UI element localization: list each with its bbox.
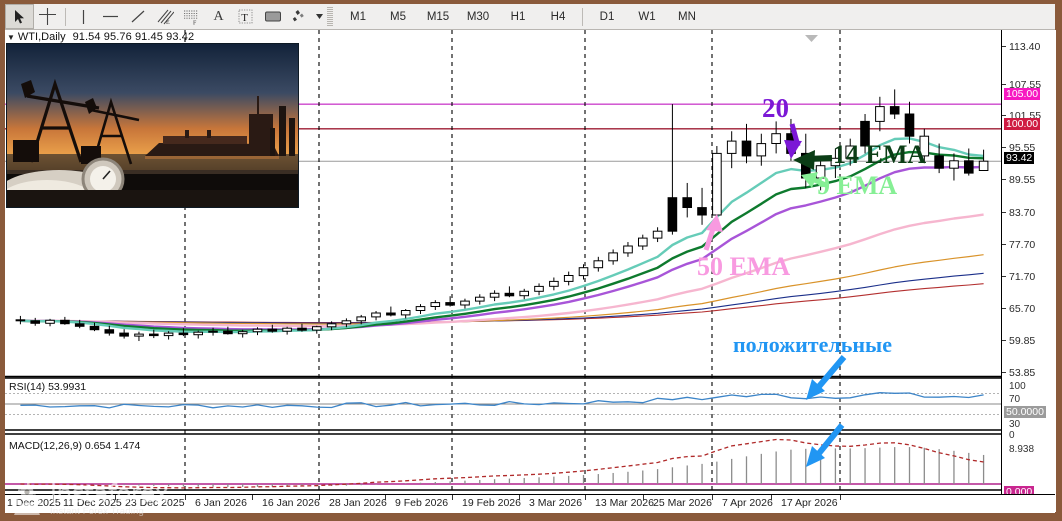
timeframe-d1[interactable]: D1 [599, 10, 615, 23]
time-label: 19 Feb 2026 [462, 497, 521, 509]
rsi-tick-30: 30 [1009, 419, 1021, 430]
annotation-9-ema: 9 EMA [817, 171, 898, 200]
price-tick: 53.85 [1002, 367, 1056, 379]
toolbar-grip[interactable] [327, 6, 333, 27]
time-label: 23 Dec 2025 [125, 497, 185, 509]
price-tick: 65.70 [1002, 303, 1056, 315]
price-tick: 71.70 [1002, 271, 1056, 283]
macd-label: MACD(12,26,9) 0.654 1.474 [9, 440, 141, 452]
rectangle-tool-icon[interactable] [259, 5, 286, 28]
window-frame-left [0, 0, 5, 521]
timeframe-h4[interactable]: H4 [550, 10, 566, 23]
cursor-tool-icon[interactable] [5, 4, 34, 29]
time-label: 11 Dec 2025 [63, 497, 122, 509]
price-tick: 77.70 [1002, 239, 1056, 251]
current-price-label: 93.42 [1004, 152, 1035, 164]
time-label: 28 Jan 2026 [329, 497, 387, 509]
trendline-tool-icon[interactable] [124, 5, 151, 28]
instaforex-mark-icon [12, 483, 42, 515]
toolbar-divider-1 [65, 7, 66, 26]
instaforex-logo: instaforex Instant Forex Trading [8, 481, 196, 517]
timeframe-h1[interactable]: H1 [510, 10, 526, 23]
time-label: 3 Mar 2026 [529, 497, 583, 509]
annotation-14-ema: 14 EMA [833, 140, 927, 169]
time-axis[interactable]: 1 Dec 2025 11 Dec 2025 23 Dec 2025 6 Jan… [5, 494, 1055, 513]
fibonacci-tool-icon[interactable]: F [178, 5, 205, 28]
shapes-dropdown-icon[interactable] [313, 5, 325, 28]
toolbar: E F A T [5, 4, 1055, 30]
logo-tagline: Instant Forex Trading [50, 505, 144, 517]
rsi-current-label: 50.0000 [1004, 406, 1046, 418]
svg-text:E: E [166, 20, 170, 25]
chart-collapse-icon[interactable]: ▼ [7, 32, 15, 42]
timeframe-m5[interactable]: M5 [390, 10, 406, 23]
time-label: 17 Apr 2026 [781, 497, 838, 509]
price-tick: 59.85 [1002, 335, 1056, 347]
rsi-tick-0: 0 [1009, 430, 1015, 441]
shapes-tool-icon[interactable] [286, 5, 313, 28]
timeframe-w1[interactable]: W1 [638, 10, 656, 23]
svg-text:T: T [241, 12, 248, 24]
ohlc-values: 91.54 95.76 91.45 93.42 [72, 31, 195, 43]
svg-text:F: F [193, 20, 197, 25]
window-frame-top [0, 0, 1062, 4]
symbol-label: WTI,Daily [17, 31, 66, 43]
horizontal-line-tool-icon[interactable] [97, 5, 124, 28]
oil-industry-photo [6, 43, 299, 208]
time-label: 7 Apr 2026 [722, 497, 773, 509]
annotation-20: 20 [762, 93, 789, 123]
macd-tick-top: 8.938 [1009, 444, 1035, 455]
rsi-tick-70: 70 [1009, 394, 1021, 405]
rsi-tick-100: 100 [1009, 381, 1026, 392]
price-tick: 89.55 [1002, 174, 1056, 186]
text-tool-icon[interactable]: A [213, 8, 224, 24]
chart-shift-marker-icon[interactable] [805, 29, 818, 47]
vertical-line-tool-icon[interactable] [70, 5, 97, 28]
time-label: 9 Feb 2026 [395, 497, 449, 509]
timeframe-m30[interactable]: M30 [466, 10, 490, 23]
price-tick: 113.40 [1002, 41, 1056, 53]
timeframe-mn[interactable]: MN [678, 10, 696, 23]
price-level-label-100: 100.00 [1004, 118, 1041, 130]
window-frame-bottom [0, 512, 1062, 521]
annotation-50-ema: 50 EMA [697, 252, 791, 281]
text-label-tool-icon[interactable]: T [232, 5, 259, 28]
timeframe-m1[interactable]: M1 [350, 10, 366, 23]
equidistant-channel-tool-icon[interactable]: E [151, 5, 178, 28]
toolbar-divider-2 [582, 7, 583, 26]
time-label: 16 Jan 2026 [262, 497, 320, 509]
time-label: 25 Mar 2026 [653, 497, 712, 509]
annotation-polozhitelnye: положительные [733, 332, 892, 357]
price-tick: 95.55 [1002, 142, 1056, 154]
window-frame-right [1055, 0, 1062, 521]
logo-title: instaforex [50, 478, 169, 508]
price-level-label-105: 105.00 [1004, 88, 1041, 100]
price-scale[interactable]: 113.40 107.55 101.55 95.55 89.55 83.70 7… [1001, 30, 1056, 512]
price-tick: 83.70 [1002, 207, 1056, 219]
time-label: 13 Mar 2026 [595, 497, 654, 509]
rsi-label: RSI(14) 53.9931 [9, 381, 87, 393]
timeframe-m15[interactable]: M15 [426, 10, 450, 23]
symbol-bar: ▼ WTI,Daily 91.54 95.76 91.45 93.42 [5, 30, 194, 44]
crosshair-tool-icon[interactable] [34, 5, 61, 28]
time-label: 6 Jan 2026 [195, 497, 247, 509]
